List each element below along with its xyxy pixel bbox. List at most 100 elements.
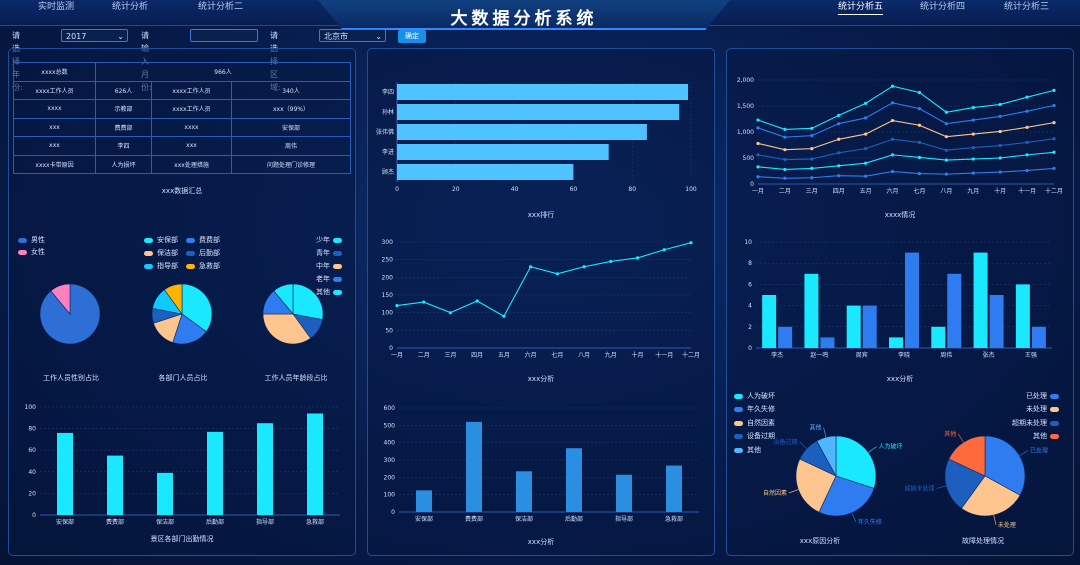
x-tick-label: 周伟	[940, 351, 952, 359]
table-cell: xxxx	[13, 99, 96, 119]
nav-tab-realtime[interactable]: 实时监测	[38, 2, 75, 12]
region-select[interactable]: 北京市 ⌄	[319, 29, 386, 42]
table-row: xxx 李四 xxx 周伟	[13, 136, 351, 156]
nav-tab-stats[interactable]: 统计分析	[112, 2, 149, 12]
legend-swatch	[734, 406, 743, 412]
table-cell: 周伟	[231, 136, 351, 156]
legend-item: 其他	[734, 445, 761, 455]
x-tick-label: 费费部	[465, 515, 483, 523]
region-label: 请选择区域:	[270, 31, 281, 92]
nav-tab-stats-3[interactable]: 统计分析三	[1004, 2, 1050, 12]
nav-tab-stats-5[interactable]: 统计分析五	[838, 0, 884, 15]
y-tick-label: 200	[384, 474, 396, 481]
age-pie-chart	[262, 283, 324, 345]
nav-tab-stats-4[interactable]: 统计分析四	[920, 2, 966, 12]
data-point	[783, 157, 787, 162]
y-tick-label: 500	[743, 155, 755, 162]
y-tick-label: 0	[391, 509, 395, 516]
data-point	[609, 259, 613, 264]
x-tick-label: 40	[511, 186, 519, 193]
data-label: 设备过期	[774, 438, 798, 446]
legend-item: 男性	[18, 235, 45, 245]
y-tick-label: 0	[748, 345, 752, 352]
legend-item: 其他	[1033, 431, 1063, 441]
data-point	[971, 132, 975, 136]
bar	[307, 413, 323, 515]
year-value: 2017	[66, 32, 87, 41]
x-tick-label: 五月	[498, 352, 510, 359]
table-cell: 626人	[95, 80, 152, 100]
bar	[207, 431, 223, 515]
x-tick-label: 0	[395, 186, 399, 193]
label-line	[993, 514, 997, 525]
data-point	[837, 113, 841, 117]
x-tick-label: 八月	[578, 352, 590, 359]
x-tick-label: 保洁部	[515, 515, 533, 523]
x-tick-label: 六月	[525, 351, 537, 359]
data-point	[1025, 140, 1029, 144]
x-tick-label: 十月	[632, 351, 644, 359]
legend-item: 超期未处理	[1012, 418, 1063, 428]
overview-line-chart: 0 500 1,000 1,500 2,000 一月 二月 三月 四月 五月 六月 七月 八月 九月 十月 十…	[737, 77, 1063, 195]
legend-item: 人为破坏	[734, 391, 775, 401]
pie-slice	[181, 283, 213, 333]
bar	[466, 421, 482, 512]
legend-label: 其他	[1033, 432, 1047, 440]
x-tick-label: 九月	[605, 351, 617, 359]
legend-label: 未处理	[1026, 405, 1047, 413]
data-point	[635, 256, 640, 260]
pie-slice	[50, 283, 71, 315]
year-select[interactable]: 2017 ⌄	[61, 29, 128, 42]
data-point	[944, 122, 948, 126]
y-tick-label: 300	[382, 239, 394, 246]
region-value: 北京市	[324, 32, 348, 41]
table-cell: xxxx总数	[13, 62, 96, 82]
pie-slice	[273, 283, 294, 315]
legend-swatch	[734, 433, 743, 439]
legend-item: 自然因素	[734, 418, 775, 428]
pie-slice	[961, 475, 1021, 517]
data-point	[890, 101, 895, 105]
data-point	[502, 314, 506, 318]
data-point	[1052, 121, 1056, 125]
data-point	[917, 107, 922, 111]
gender-pie-caption: 工作人员性别占比	[43, 374, 99, 382]
data-point	[917, 123, 922, 127]
data-point	[662, 248, 666, 252]
legend-label: 指导部	[157, 262, 178, 270]
y-tick-label: 50	[385, 327, 393, 334]
pie-slice	[984, 435, 1026, 496]
data-point	[783, 167, 787, 172]
legend-label: 其他	[316, 288, 330, 296]
x-tick-label: 十一月	[655, 351, 673, 359]
nav-tab-stats-2[interactable]: 统计分析二	[198, 2, 244, 12]
legend-label: 男性	[31, 236, 45, 244]
data-point	[864, 101, 868, 105]
data-label: 未处理	[998, 521, 1016, 529]
data-point	[864, 174, 868, 178]
label-line	[823, 427, 827, 438]
x-tick-label: 七月	[913, 187, 925, 195]
bar	[107, 455, 123, 515]
data-point	[917, 140, 922, 144]
pie-slice	[835, 435, 877, 489]
legend-label: 少年	[316, 236, 330, 244]
legend-item: 安保部	[144, 235, 178, 245]
confirm-button[interactable]: 确定	[398, 30, 426, 43]
legend-label: 中年	[316, 262, 330, 270]
table-row: xxxx总数 966人	[13, 62, 351, 82]
month-input[interactable]	[190, 29, 258, 42]
legend-item: 指导部	[144, 261, 178, 271]
legend-item: 其他	[316, 287, 346, 297]
attendance-caption: 景区各部门出勤情况	[150, 535, 214, 543]
data-point	[837, 174, 841, 178]
label-line	[788, 489, 799, 494]
legend-label: 后勤部	[199, 249, 220, 257]
legend-item: 青年	[316, 248, 346, 258]
x-tick-label: 周宾	[856, 351, 868, 359]
y-tick-label: 40	[28, 469, 36, 476]
x-tick-label: 指导部	[256, 518, 274, 526]
table-row: xxxx卡带原因 人为损坏 xxx处理措施 问题处理门诊修理	[13, 154, 351, 174]
